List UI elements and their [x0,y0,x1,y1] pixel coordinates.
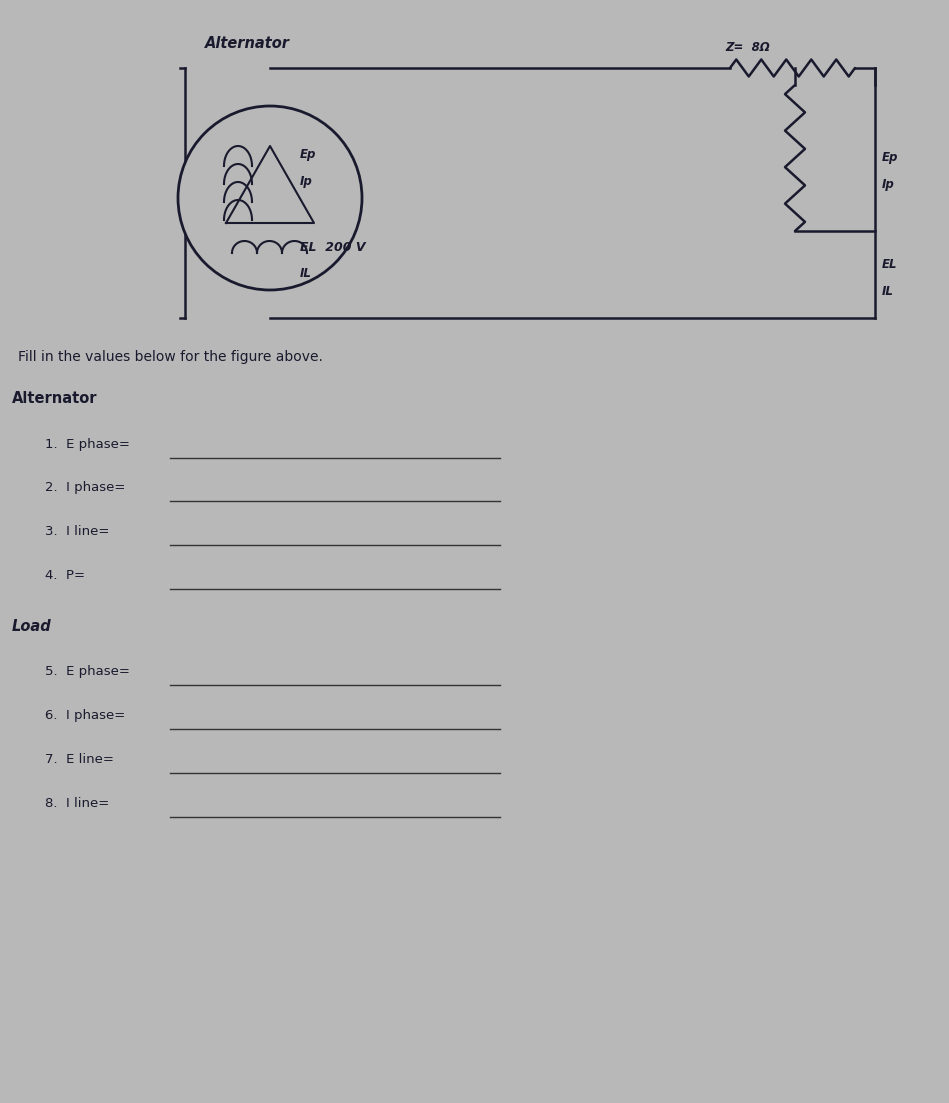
Text: EL  200 V: EL 200 V [300,240,365,254]
Text: Ip: Ip [882,178,895,191]
Text: 3.  I line=: 3. I line= [45,525,109,538]
Text: Ip: Ip [300,175,313,188]
Text: IL: IL [882,285,894,298]
Text: 5.  E phase=: 5. E phase= [45,665,130,678]
Text: Fill in the values below for the figure above.: Fill in the values below for the figure … [18,350,323,364]
Text: Alternator: Alternator [12,390,98,406]
Text: 2.  I phase=: 2. I phase= [45,481,125,494]
Text: Alternator: Alternator [205,36,290,51]
Text: 6.  I phase=: 6. I phase= [45,709,125,722]
Circle shape [178,106,362,290]
Text: IL: IL [300,267,312,280]
Text: 7.  E line=: 7. E line= [45,753,114,765]
Text: 1.  E phase=: 1. E phase= [45,438,130,451]
Text: 8.  I line=: 8. I line= [45,797,109,810]
Text: Ep: Ep [882,151,899,164]
Text: Load: Load [12,619,52,634]
Text: 4.  P=: 4. P= [45,569,85,582]
Text: EL: EL [882,258,898,271]
Text: Z=  8Ω: Z= 8Ω [725,41,770,54]
Text: Ep: Ep [300,148,316,161]
